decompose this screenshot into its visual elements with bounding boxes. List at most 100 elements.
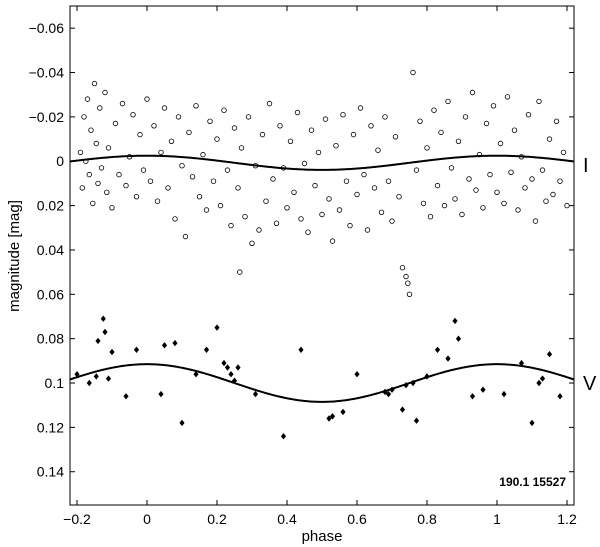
i-data-point <box>119 100 126 107</box>
x-tick-labels: −0.2 0 0.2 0.4 0.6 0.8 1 1.2 <box>63 511 577 527</box>
y-tick-label: 0.14 <box>37 464 64 480</box>
i-data-point <box>399 265 406 271</box>
i-data-point <box>504 94 511 100</box>
i-data-point <box>137 131 143 138</box>
i-data-point <box>322 116 329 122</box>
i-data-point <box>308 127 315 133</box>
v-data-point <box>340 408 346 416</box>
i-data-point <box>221 107 227 113</box>
i-data-point <box>550 191 556 198</box>
fit-curves <box>69 154 575 403</box>
i-data-point <box>501 200 507 207</box>
x-tick-label: −0.2 <box>63 511 91 527</box>
v-data-point <box>86 379 92 387</box>
i-data-point <box>151 123 157 129</box>
i-data-point <box>371 185 378 191</box>
object-id-annotation: 190.1 15527 <box>499 475 566 489</box>
i-data-point <box>539 167 546 173</box>
v-data-point <box>214 324 220 331</box>
v-data-point <box>203 346 210 353</box>
i-data-point <box>319 211 325 218</box>
i-data-point <box>427 213 434 220</box>
i-data-point <box>543 198 549 204</box>
i-data-point <box>326 196 332 202</box>
v-data-point <box>133 346 140 353</box>
i-data-point <box>147 178 154 184</box>
i-data-point <box>455 138 462 144</box>
i-data-point <box>494 189 500 195</box>
i-data-point <box>508 169 514 175</box>
y-tick-label: 0.06 <box>37 286 64 302</box>
i-data-point <box>522 185 528 191</box>
i-data-point <box>86 171 92 178</box>
v-data-point <box>228 371 234 378</box>
i-data-point <box>84 96 91 102</box>
x-tick-label: 1 <box>493 511 501 527</box>
i-data-point <box>410 69 416 76</box>
v-data-point <box>413 417 420 424</box>
i-data-point <box>231 125 238 131</box>
i-data-point <box>301 160 308 167</box>
i-data-point <box>245 114 252 120</box>
i-data-point <box>357 105 364 111</box>
i-data-point <box>154 198 161 204</box>
i-data-point <box>95 180 101 187</box>
series-label-i: I <box>583 155 589 177</box>
i-data-point <box>389 218 395 224</box>
i-data-point <box>133 193 140 200</box>
i-data-point <box>375 147 381 153</box>
v-data-point <box>100 315 106 322</box>
i-data-point <box>469 89 476 96</box>
i-data-point <box>515 207 521 213</box>
i-data-point <box>81 114 87 120</box>
i-data-point <box>165 185 171 191</box>
i-data-point <box>557 178 563 184</box>
v-data-point <box>235 364 241 371</box>
x-axis-label: phase <box>302 528 343 545</box>
x-tick-label: 0 <box>143 511 151 527</box>
v-data-point <box>326 415 332 422</box>
v-data-point <box>434 346 441 353</box>
i-data-point <box>273 220 280 226</box>
i-data-point <box>249 240 255 246</box>
i-data-point <box>77 149 84 156</box>
i-data-point <box>196 193 203 200</box>
i-data-point <box>284 205 290 211</box>
i-data-point <box>392 134 399 140</box>
y-tick-label: 0.1 <box>45 375 65 391</box>
i-data-point <box>532 218 539 224</box>
i-data-point <box>462 114 469 120</box>
i-data-point <box>109 205 115 211</box>
v-data-point <box>539 375 546 382</box>
i-data-point <box>452 196 458 202</box>
i-data-point <box>175 114 182 120</box>
v-data-point <box>221 359 227 367</box>
i-data-point <box>238 145 245 151</box>
i-data-point <box>312 182 318 189</box>
i-data-point <box>441 202 448 209</box>
i-data-point <box>298 216 304 222</box>
i-data-point <box>287 138 294 144</box>
i-data-point <box>525 111 532 118</box>
v-data-point <box>158 390 164 398</box>
y-tick-label: −0.02 <box>29 109 65 125</box>
v-data-point <box>399 406 406 413</box>
v-data-point <box>455 335 462 342</box>
v-data-point <box>518 359 525 367</box>
i-data-point <box>158 149 164 156</box>
i-data-point <box>413 167 420 173</box>
i-data-point <box>431 107 437 113</box>
i-data-point <box>396 193 402 200</box>
i-data-point <box>445 98 451 105</box>
i-data-point <box>186 129 192 136</box>
i-data-point <box>420 200 427 207</box>
i-data-point <box>405 280 411 286</box>
i-data-point <box>235 185 241 191</box>
i-data-point <box>182 233 189 240</box>
v-data-point <box>298 346 304 353</box>
v-fit-curve <box>69 363 575 403</box>
y-tick-label: 0.02 <box>37 198 64 214</box>
i-data-point <box>210 178 217 184</box>
i-data-point <box>560 149 567 156</box>
